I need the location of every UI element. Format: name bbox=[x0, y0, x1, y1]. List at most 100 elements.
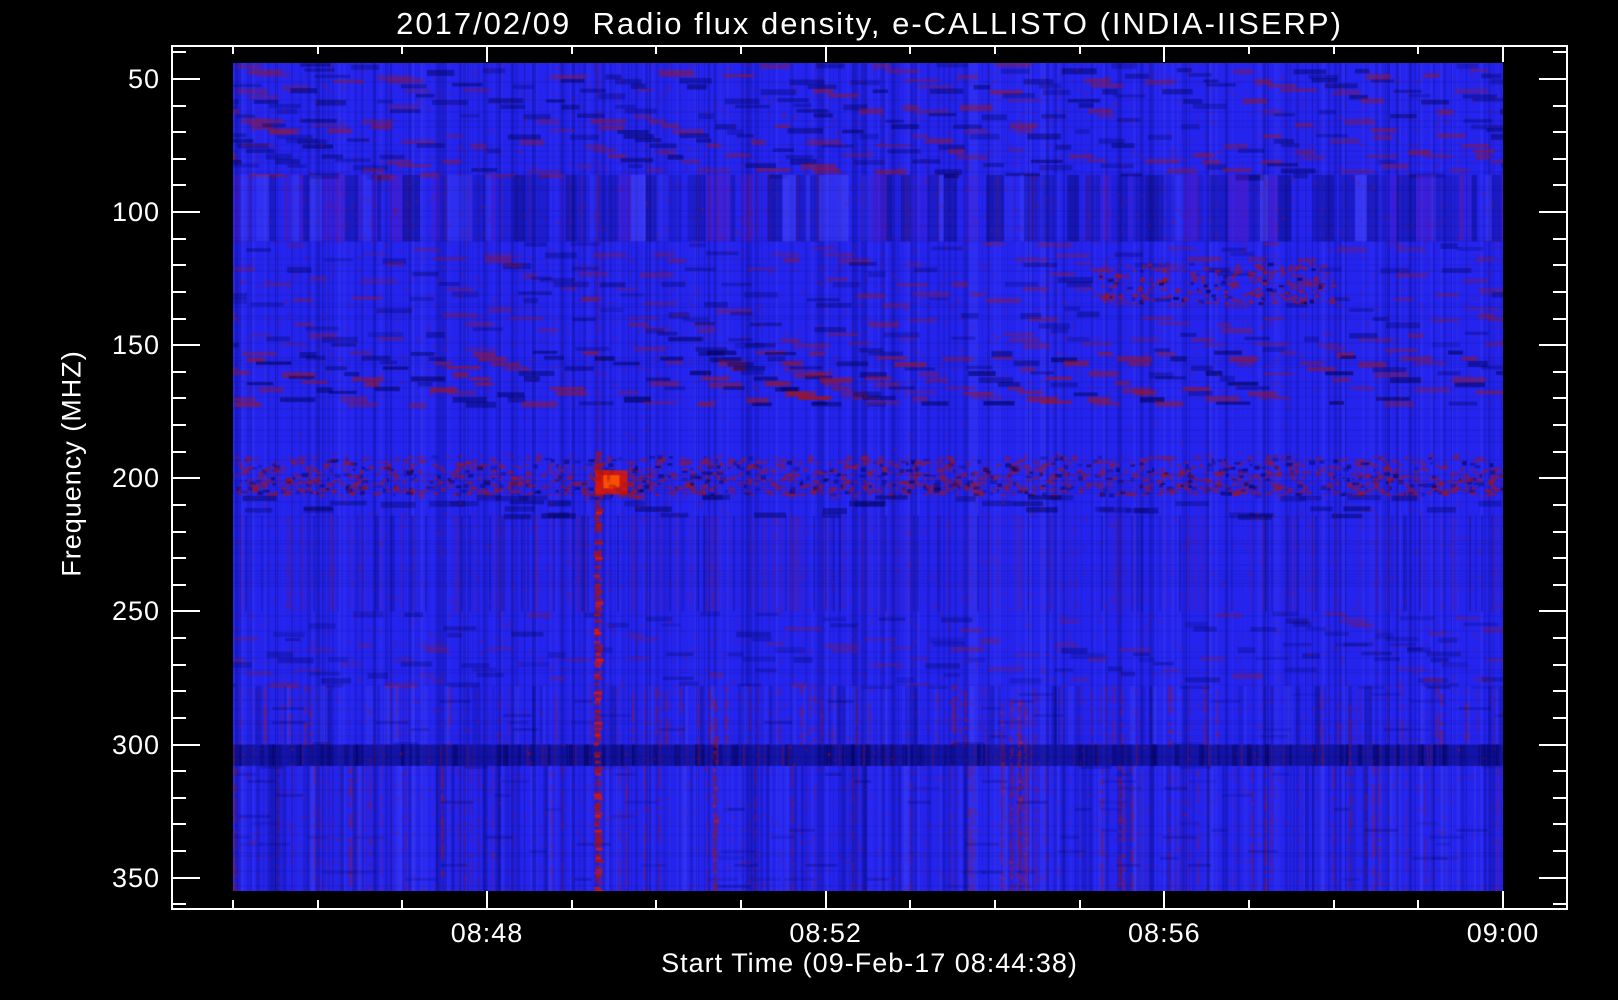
axis-tick bbox=[173, 264, 186, 267]
axis-tick bbox=[173, 477, 200, 480]
axis-tick bbox=[1553, 796, 1566, 799]
axis-tick bbox=[1248, 47, 1250, 54]
axis-tick bbox=[1553, 503, 1566, 506]
axis-tick bbox=[173, 344, 200, 347]
axis-tick bbox=[173, 850, 186, 853]
axis-tick bbox=[173, 290, 186, 293]
axis-tick bbox=[1553, 770, 1566, 773]
x-tick-label: 08:52 bbox=[789, 918, 862, 948]
axis-tick bbox=[1539, 211, 1566, 214]
axis-tick bbox=[173, 211, 200, 214]
axis-tick bbox=[1553, 903, 1566, 906]
axis-tick bbox=[486, 47, 488, 62]
axis-tick bbox=[173, 397, 186, 400]
axis-tick bbox=[1332, 47, 1335, 54]
y-axis-label: Frequency (MHZ) bbox=[56, 350, 87, 577]
axis-tick bbox=[173, 317, 186, 320]
axis-tick bbox=[1553, 637, 1566, 640]
axis-tick bbox=[173, 450, 186, 453]
axis-tick bbox=[173, 637, 186, 640]
y-tick-label: 200 bbox=[111, 463, 160, 494]
axis-tick bbox=[1553, 850, 1566, 853]
axis-tick bbox=[173, 823, 186, 826]
x-axis-label: Start Time (09-Feb-17 08:44:38) bbox=[661, 948, 1078, 978]
axis-tick bbox=[994, 47, 996, 54]
axis-tick bbox=[1553, 264, 1566, 267]
axis-tick bbox=[1163, 891, 1166, 908]
axis-tick bbox=[1553, 530, 1566, 533]
axis-tick bbox=[173, 610, 200, 613]
axis-tick bbox=[401, 47, 404, 54]
axis-tick bbox=[824, 47, 827, 62]
axis-tick bbox=[1417, 47, 1420, 54]
axis-tick bbox=[486, 891, 488, 908]
chart-title: 2017/02/09 Radio flux density, e-CALLIST… bbox=[396, 6, 1343, 41]
plot-frame-left bbox=[171, 45, 173, 910]
axis-tick bbox=[570, 47, 573, 54]
axis-tick bbox=[1502, 891, 1504, 908]
axis-tick bbox=[173, 557, 186, 560]
axis-tick bbox=[909, 900, 912, 908]
axis-tick bbox=[994, 900, 996, 908]
axis-tick bbox=[1163, 47, 1166, 62]
axis-tick bbox=[173, 663, 186, 666]
axis-tick bbox=[232, 47, 234, 54]
axis-tick bbox=[1553, 663, 1566, 666]
y-tick-label: 300 bbox=[111, 729, 160, 760]
axis-tick bbox=[173, 690, 186, 693]
axis-tick bbox=[1539, 344, 1566, 347]
x-tick-label: 08:48 bbox=[450, 918, 524, 948]
axis-tick bbox=[316, 47, 319, 54]
axis-tick bbox=[1502, 47, 1504, 62]
x-tick-label: 09:00 bbox=[1466, 918, 1540, 948]
axis-tick bbox=[1553, 184, 1566, 187]
plot-frame-top bbox=[171, 45, 1568, 47]
axis-tick bbox=[1553, 716, 1566, 719]
axis-tick bbox=[1553, 450, 1566, 453]
axis-tick bbox=[740, 900, 742, 908]
axis-tick bbox=[1553, 690, 1566, 693]
y-tick-label: 50 bbox=[127, 63, 160, 94]
axis-tick bbox=[173, 51, 186, 54]
axis-tick bbox=[401, 900, 404, 908]
axis-tick bbox=[173, 184, 186, 187]
axis-tick bbox=[1248, 900, 1250, 908]
axis-tick bbox=[909, 47, 912, 54]
axis-tick bbox=[1332, 900, 1335, 908]
x-tick-label: 08:56 bbox=[1128, 918, 1201, 948]
axis-tick bbox=[1553, 583, 1566, 586]
spectrogram-image bbox=[233, 63, 1503, 891]
axis-tick bbox=[173, 796, 186, 799]
axis-tick bbox=[1539, 610, 1566, 613]
axis-tick bbox=[1553, 290, 1566, 293]
axis-tick bbox=[1553, 237, 1566, 240]
axis-tick bbox=[173, 104, 186, 107]
plot-frame-right bbox=[1566, 45, 1568, 910]
axis-tick bbox=[1078, 47, 1081, 54]
axis-tick bbox=[1553, 557, 1566, 560]
axis-tick bbox=[173, 503, 186, 506]
axis-tick bbox=[173, 77, 200, 80]
axis-tick bbox=[1553, 317, 1566, 320]
axis-tick bbox=[1553, 157, 1566, 160]
axis-tick bbox=[1553, 370, 1566, 373]
axis-tick bbox=[1539, 743, 1566, 746]
axis-tick bbox=[173, 743, 200, 746]
axis-tick bbox=[173, 770, 186, 773]
y-tick-label: 150 bbox=[111, 330, 160, 361]
axis-tick bbox=[824, 891, 827, 908]
axis-tick bbox=[655, 900, 658, 908]
axis-tick bbox=[740, 47, 742, 54]
axis-tick bbox=[1553, 424, 1566, 427]
axis-tick bbox=[173, 876, 200, 879]
axis-tick bbox=[1553, 131, 1566, 134]
axis-tick bbox=[655, 47, 658, 54]
axis-tick bbox=[173, 716, 186, 719]
axis-tick bbox=[173, 903, 186, 906]
axis-tick bbox=[316, 900, 319, 908]
axis-tick bbox=[1553, 397, 1566, 400]
axis-tick bbox=[173, 131, 186, 134]
axis-tick bbox=[1078, 900, 1081, 908]
axis-tick bbox=[1553, 104, 1566, 107]
